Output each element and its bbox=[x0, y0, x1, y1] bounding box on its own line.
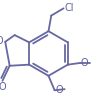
Text: O: O bbox=[0, 82, 6, 92]
Text: O: O bbox=[0, 36, 4, 46]
Text: O: O bbox=[80, 58, 88, 68]
Text: Cl: Cl bbox=[65, 3, 74, 13]
Text: O: O bbox=[55, 85, 63, 95]
